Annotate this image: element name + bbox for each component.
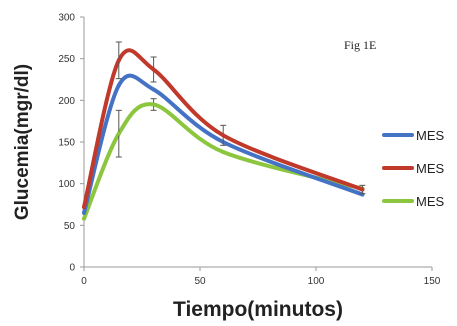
- legend-label: MES: [416, 128, 445, 143]
- x-tick-label: 50: [194, 276, 206, 287]
- x-tick-label: 0: [81, 276, 87, 287]
- y-tick-label: 0: [69, 263, 75, 274]
- y-axis-title: Glucemia(mgr/dl): [12, 64, 33, 220]
- series-2: [82, 41, 366, 209]
- x-axis-title: Tiempo(minutos): [173, 298, 343, 321]
- data-point: [221, 133, 226, 138]
- y-tick-label: 100: [58, 179, 75, 190]
- y-tick-label: 250: [58, 54, 75, 65]
- data-point: [151, 67, 156, 72]
- series-lines: [82, 41, 366, 221]
- data-point: [116, 83, 121, 88]
- series-3: [82, 98, 365, 221]
- legend-label: MES: [416, 194, 445, 209]
- y-tick-label: 150: [58, 138, 75, 149]
- figure-annotation: Fig 1E: [344, 38, 376, 52]
- series-line: [82, 73, 365, 215]
- data-point: [82, 216, 86, 221]
- data-point: [116, 58, 121, 63]
- y-tick-label: 50: [64, 221, 76, 232]
- data-point: [82, 205, 86, 209]
- y-tick-label: 300: [58, 13, 75, 24]
- x-tick-label: 100: [308, 276, 325, 287]
- legend: MES MES MES: [382, 128, 445, 209]
- data-point: [360, 187, 365, 192]
- series-line: [82, 102, 365, 221]
- data-point: [221, 150, 226, 154]
- data-point: [151, 102, 156, 107]
- x-tick-label: 150: [424, 276, 441, 287]
- legend-label: MES: [416, 161, 445, 176]
- data-point: [116, 131, 121, 136]
- data-point: [82, 210, 86, 215]
- tick-labels: 0 50 100 150 200 250 300 0 50 100 150: [58, 13, 440, 288]
- y-tick-label: 200: [58, 96, 75, 107]
- data-point: [151, 87, 156, 92]
